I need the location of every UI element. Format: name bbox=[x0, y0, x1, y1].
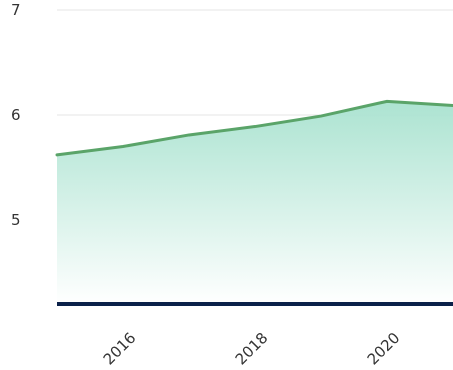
y-axis-ticks: 5 6 7 bbox=[11, 1, 21, 229]
x-tick-label: 2016 bbox=[100, 329, 140, 369]
y-tick-label: 5 bbox=[11, 211, 21, 229]
x-axis-ticks: 2016 2018 2020 bbox=[100, 329, 404, 369]
line-series bbox=[55, 99, 453, 157]
area-series bbox=[57, 101, 453, 304]
area-fill bbox=[57, 101, 453, 304]
x-tick-label: 2020 bbox=[364, 329, 404, 369]
y-tick-label: 6 bbox=[11, 106, 21, 124]
y-tick-label: 7 bbox=[11, 1, 21, 19]
x-tick-label: 2018 bbox=[232, 329, 272, 369]
